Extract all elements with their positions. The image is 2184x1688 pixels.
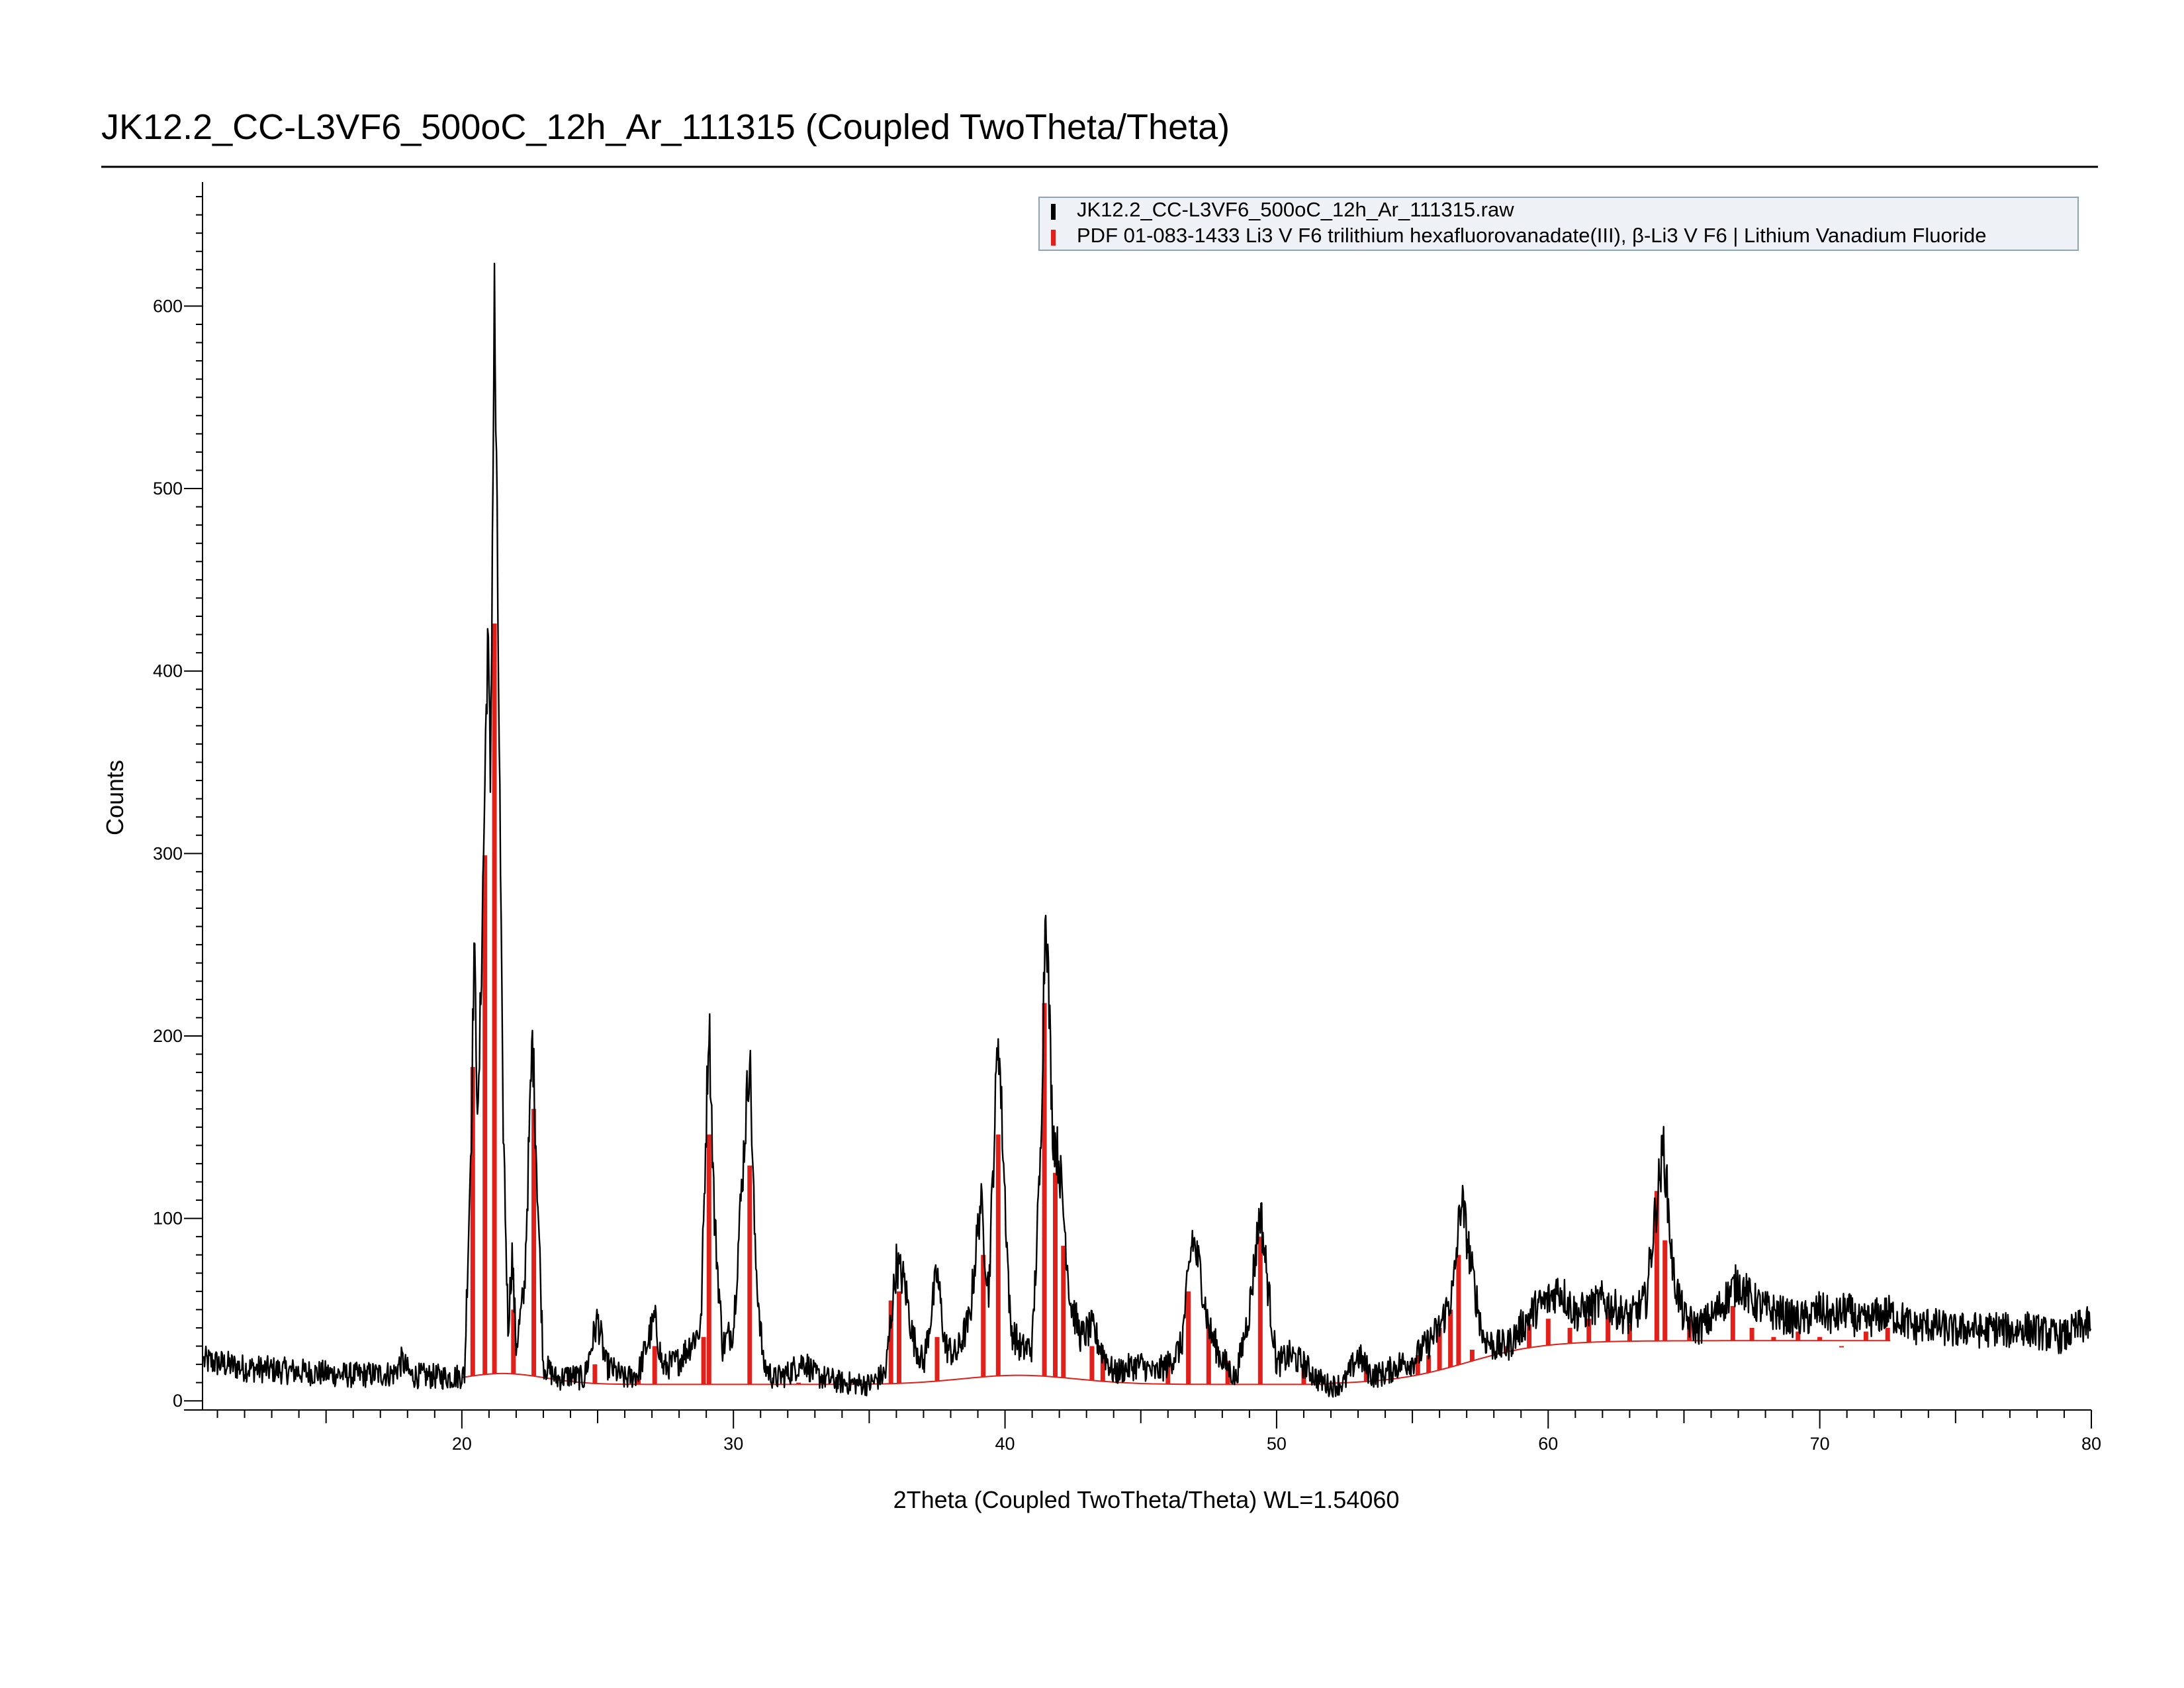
y-tick-label: 500 (153, 479, 183, 498)
reference-stick (1448, 1309, 1453, 1368)
axes: 0 100 200 300 400 500 600 20 30 40 50 60 70 80 (153, 182, 2101, 1454)
reference-stick (706, 1134, 711, 1385)
reference-stick (888, 1300, 893, 1384)
reference-stick (1089, 1346, 1095, 1381)
reference-stick (1206, 1324, 1211, 1385)
y-tick-label: 600 (153, 296, 183, 316)
reference-stick (1796, 1331, 1801, 1341)
y-axis-ticks: 0 100 200 300 400 500 600 (153, 196, 203, 1411)
reference-stick (1567, 1328, 1572, 1344)
chart-title: JK12.2_CC-L3VF6_500oC_12h_Ar_111315 (Cou… (101, 107, 1230, 147)
y-tick-label: 100 (153, 1209, 183, 1229)
y-tick-label: 0 (173, 1391, 183, 1411)
reference-stick (981, 1254, 986, 1377)
reference-stick (1771, 1336, 1776, 1341)
reference-background-curve (461, 1340, 1891, 1385)
reference-stick (1257, 1237, 1263, 1385)
reference-stick (470, 1066, 475, 1376)
reference-stick (1627, 1324, 1632, 1342)
legend-swatch-measured (1051, 204, 1056, 220)
reference-stick (1654, 1191, 1659, 1341)
measured-pattern-line (203, 262, 2092, 1398)
reference-stick (1469, 1350, 1475, 1361)
y-tick-label: 400 (153, 661, 183, 681)
reference-stick (1730, 1305, 1735, 1341)
reference-stick (1863, 1331, 1868, 1341)
plot-area (203, 262, 2092, 1398)
reference-stick (995, 1134, 1001, 1376)
reference-stick (1186, 1291, 1191, 1385)
reference-stick (492, 624, 497, 1374)
legend-label-reference: PDF 01-083-1433 Li3 V F6 trilithium hexa… (1077, 224, 1986, 247)
y-tick-label: 300 (153, 843, 183, 863)
x-tick-label: 40 (995, 1434, 1015, 1454)
y-axis-title: Counts (101, 760, 128, 835)
x-axis-title: 2Theta (Coupled TwoTheta/Theta) WL=1.540… (893, 1486, 1400, 1513)
reference-stick (1662, 1240, 1668, 1341)
reference-stick (1225, 1360, 1230, 1385)
x-axis-ticks: 20 30 40 50 60 70 80 (216, 1410, 2101, 1454)
reference-stick (592, 1364, 598, 1383)
reference-stick (1749, 1328, 1754, 1341)
reference-stick (1100, 1350, 1105, 1382)
reference-stick (1885, 1328, 1890, 1341)
reference-stick (897, 1291, 901, 1383)
reference-pattern-sticks (470, 624, 1890, 1385)
x-tick-label: 20 (452, 1434, 472, 1454)
reference-stick (1586, 1319, 1592, 1342)
legend-swatch-reference (1051, 230, 1056, 246)
reference-stick (1415, 1355, 1420, 1376)
reference-stick (511, 1309, 516, 1374)
x-tick-label: 50 (1267, 1434, 1287, 1454)
reference-stick (1042, 1003, 1047, 1376)
legend: JK12.2_CC-L3VF6_500oC_12h_Ar_111315.raw … (1038, 197, 2079, 251)
legend-label-measured: JK12.2_CC-L3VF6_500oC_12h_Ar_111315.raw (1077, 198, 1514, 221)
reference-stick (1545, 1319, 1551, 1346)
reference-stick (531, 1109, 537, 1376)
reference-stick (1817, 1336, 1823, 1341)
x-tick-label: 30 (723, 1434, 743, 1454)
reference-stick (1061, 1245, 1066, 1378)
reference-stick (1839, 1346, 1844, 1348)
reference-stick (482, 855, 488, 1375)
reference-stick (796, 1382, 801, 1385)
reference-stick (747, 1165, 752, 1385)
x-tick-label: 70 (1810, 1434, 1830, 1454)
reference-stick (934, 1336, 940, 1382)
reference-stick (1053, 1172, 1058, 1378)
reference-stick (1527, 1324, 1532, 1348)
reference-stick (652, 1346, 657, 1385)
reference-stick (1437, 1328, 1442, 1370)
reference-stick (1426, 1355, 1432, 1373)
reference-stick (701, 1336, 706, 1385)
y-tick-label: 200 (153, 1026, 183, 1046)
legend-box (1038, 197, 2079, 251)
reference-stick (1606, 1309, 1611, 1342)
reference-stick (1456, 1254, 1461, 1365)
x-tick-label: 60 (1538, 1434, 1558, 1454)
x-tick-label: 80 (2081, 1434, 2101, 1454)
